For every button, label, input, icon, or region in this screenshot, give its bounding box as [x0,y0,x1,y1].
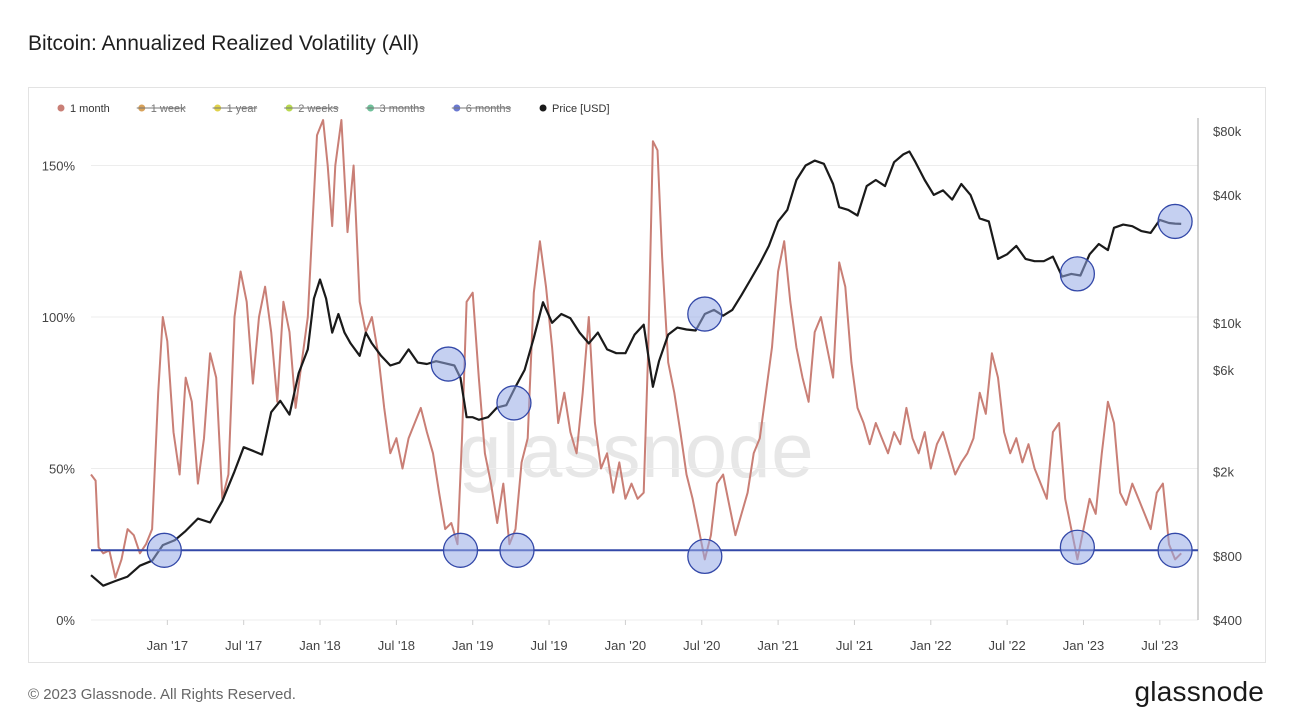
x-tick-label: Jan '23 [1063,638,1105,653]
highlight-marker[interactable] [442,532,479,568]
series-line-1-month [90,119,1182,579]
legend-marker[interactable] [57,104,65,112]
x-tick-label: Jul '19 [530,638,567,653]
y-right-tick-label: $80k [1213,124,1242,139]
highlight-marker[interactable] [1157,203,1193,240]
highlight-marker[interactable] [499,532,535,568]
y-left-tick-label: 0% [56,613,75,628]
highlight-marker[interactable] [687,296,723,332]
x-tick-label: Jul '17 [225,638,262,653]
x-tick-label: Jan '17 [147,638,189,653]
legend-label[interactable]: 2 weeks [298,103,339,115]
y-right-tick-label: $2k [1213,464,1234,479]
highlight-marker[interactable] [1059,529,1096,565]
legend-label[interactable]: 1 month [70,103,110,115]
y-right-tick-label: $10k [1213,316,1242,331]
copyright-text: © 2023 Glassnode. All Rights Reserved. [28,686,296,703]
x-tick-label: Jan '22 [910,638,952,653]
chart-panel: glassnode 0% 50% 100% 150% $400 $800 $2k $6k $10… [28,87,1266,663]
y-right-tick-label: $400 [1213,613,1242,628]
highlight-marker[interactable] [496,385,532,421]
highlight-marker[interactable] [146,532,182,568]
x-tick-label: Jul '18 [378,638,415,653]
x-tick-label: Jul '21 [836,638,873,653]
x-tick-label: Jan '18 [299,638,341,653]
x-tick-label: Jan '20 [605,638,647,653]
legend-label[interactable]: 6 months [466,103,512,115]
x-tick-label: Jan '21 [757,638,799,653]
x-tick-label: Jan '19 [452,638,494,653]
y-right-tick-label: $800 [1213,549,1242,564]
highlight-marker[interactable] [430,346,466,382]
highlight-marker[interactable] [687,538,723,575]
y-right-tick-label: $6k [1213,363,1234,378]
y-left-tick-label: 150% [42,158,76,173]
x-tick-label: Jul '23 [1141,638,1178,653]
volatility-chart[interactable]: 0% 50% 100% 150% $400 $800 $2k $6k $10k $40k $80k J… [29,88,1265,662]
highlight-marker[interactable] [1157,532,1193,568]
legend-marker[interactable] [539,104,547,112]
legend-label[interactable]: 1 week [151,103,186,115]
legend-label[interactable]: Price [USD] [552,103,609,115]
y-left-tick-label: 100% [42,310,76,325]
highlight-marker[interactable] [1059,256,1096,292]
series-line-price [90,150,1182,587]
page-title: Bitcoin: Annualized Realized Volatility … [28,32,420,55]
legend-label[interactable]: 1 year [227,103,258,115]
x-tick-label: Jul '20 [683,638,720,653]
y-right-tick-label: $40k [1213,188,1242,203]
glassnode-logo: glassnode [1134,676,1264,707]
y-left-tick-label: 50% [49,461,75,476]
x-tick-label: Jul '22 [989,638,1026,653]
legend-label[interactable]: 3 months [380,103,426,115]
